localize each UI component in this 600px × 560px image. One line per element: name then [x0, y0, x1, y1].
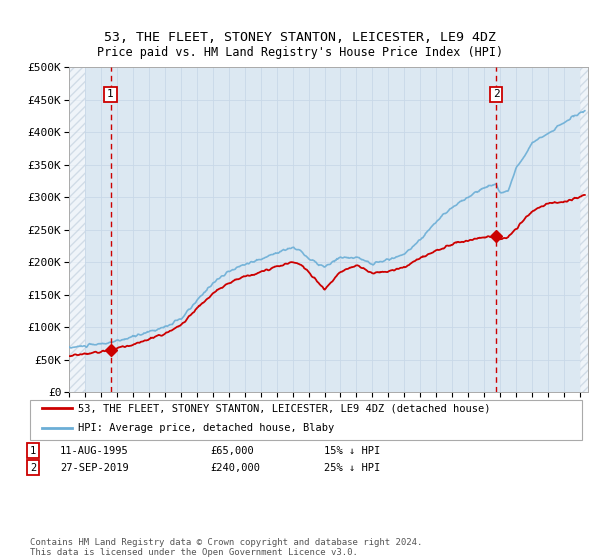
Text: HPI: Average price, detached house, Blaby: HPI: Average price, detached house, Blab… — [78, 423, 334, 433]
Text: £240,000: £240,000 — [210, 463, 260, 473]
Text: 1: 1 — [30, 446, 36, 456]
Text: £65,000: £65,000 — [210, 446, 254, 456]
Text: 11-AUG-1995: 11-AUG-1995 — [60, 446, 129, 456]
Text: 2: 2 — [493, 90, 500, 100]
Text: 25% ↓ HPI: 25% ↓ HPI — [324, 463, 380, 473]
Text: 15% ↓ HPI: 15% ↓ HPI — [324, 446, 380, 456]
Bar — [69, 67, 85, 392]
Text: Contains HM Land Registry data © Crown copyright and database right 2024.
This d: Contains HM Land Registry data © Crown c… — [30, 538, 422, 557]
Text: 53, THE FLEET, STONEY STANTON, LEICESTER, LE9 4DZ (detached house): 53, THE FLEET, STONEY STANTON, LEICESTER… — [78, 403, 491, 413]
Text: Price paid vs. HM Land Registry's House Price Index (HPI): Price paid vs. HM Land Registry's House … — [97, 46, 503, 59]
Text: 27-SEP-2019: 27-SEP-2019 — [60, 463, 129, 473]
Text: 53, THE FLEET, STONEY STANTON, LEICESTER, LE9 4DZ: 53, THE FLEET, STONEY STANTON, LEICESTER… — [104, 31, 496, 44]
Text: 1: 1 — [107, 90, 114, 100]
Bar — [580, 67, 588, 392]
Text: 2: 2 — [30, 463, 36, 473]
